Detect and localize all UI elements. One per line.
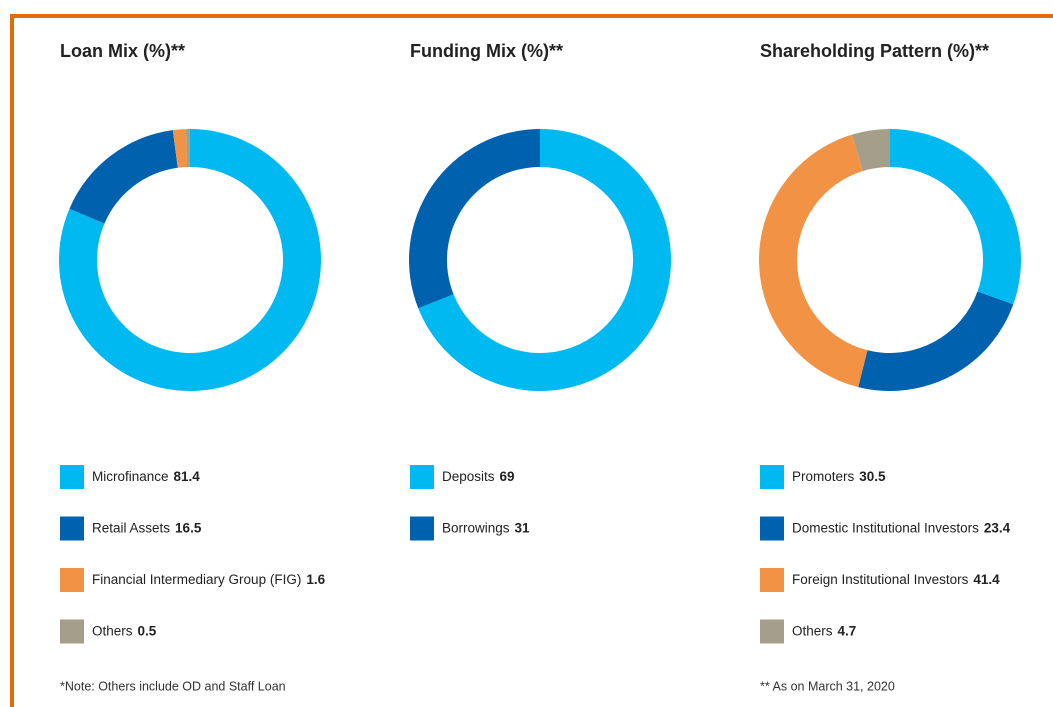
legend-value: 69 bbox=[500, 469, 515, 484]
footnote: ** As on March 31, 2020 bbox=[760, 679, 895, 693]
legend-label: Others 4.7 bbox=[792, 623, 856, 638]
legend-value: 81.4 bbox=[174, 469, 201, 484]
legend-name: Deposits bbox=[442, 469, 495, 484]
legend-swatch bbox=[410, 465, 434, 489]
legend-label: Others 0.5 bbox=[92, 623, 157, 638]
frame-left bbox=[10, 14, 14, 707]
donut-segment bbox=[759, 134, 868, 388]
legend-name: Domestic Institutional Investors bbox=[792, 520, 979, 535]
donut-segment bbox=[851, 129, 890, 172]
legend-label: Financial Intermediary Group (FIG) 1.6 bbox=[92, 572, 326, 587]
legend-value: 4.7 bbox=[838, 623, 857, 638]
donut-segment bbox=[185, 129, 190, 168]
legend-value: 16.5 bbox=[175, 520, 202, 535]
legend-swatch bbox=[760, 619, 784, 644]
legend-name: Promoters bbox=[792, 469, 855, 484]
chart-title: Loan Mix (%)** bbox=[60, 41, 185, 61]
legend-swatch bbox=[760, 516, 784, 541]
chart-title: Shareholding Pattern (%)** bbox=[760, 41, 989, 61]
chart-title: Funding Mix (%)** bbox=[410, 41, 563, 61]
legend-label: Retail Assets 16.5 bbox=[92, 520, 202, 535]
legend-name: Borrowings bbox=[442, 520, 510, 535]
legend-swatch bbox=[60, 568, 84, 592]
frame-top bbox=[10, 14, 1053, 18]
legend-value: 30.5 bbox=[859, 469, 886, 484]
footnote: *Note: Others include OD and Staff Loan bbox=[60, 679, 286, 693]
legend-label: Foreign Institutional Investors 41.4 bbox=[792, 572, 1000, 587]
legend-value: 1.6 bbox=[306, 572, 325, 587]
legend-swatch bbox=[60, 465, 84, 489]
legend-swatch bbox=[60, 619, 84, 644]
donut-segment bbox=[890, 129, 1021, 305]
legend-label: Promoters 30.5 bbox=[792, 469, 886, 484]
legend-label: Deposits 69 bbox=[442, 469, 515, 484]
legend-swatch bbox=[60, 516, 84, 541]
legend-swatch bbox=[760, 568, 784, 592]
legend-value: 31 bbox=[515, 520, 531, 535]
legend-value: 23.4 bbox=[984, 520, 1011, 535]
donut-segment bbox=[69, 130, 178, 224]
legend-label: Microfinance 81.4 bbox=[92, 469, 200, 484]
legend-name: Financial Intermediary Group (FIG) bbox=[92, 572, 301, 587]
legend-name: Others bbox=[792, 623, 833, 638]
legend-name: Retail Assets bbox=[92, 520, 170, 535]
legend-value: 41.4 bbox=[973, 572, 1000, 587]
legend-value: 0.5 bbox=[138, 623, 157, 638]
legend-swatch bbox=[410, 516, 434, 541]
donut-segment bbox=[172, 129, 188, 168]
legend-label: Borrowings 31 bbox=[442, 520, 530, 535]
legend-name: Foreign Institutional Investors bbox=[792, 572, 969, 587]
donut-segment bbox=[409, 129, 540, 309]
legend-label: Domestic Institutional Investors 23.4 bbox=[792, 520, 1011, 535]
legend-name: Others bbox=[92, 623, 133, 638]
legend-name: Microfinance bbox=[92, 469, 169, 484]
donut-segment bbox=[418, 129, 671, 392]
donut-segment bbox=[858, 291, 1014, 391]
legend-swatch bbox=[760, 465, 784, 489]
